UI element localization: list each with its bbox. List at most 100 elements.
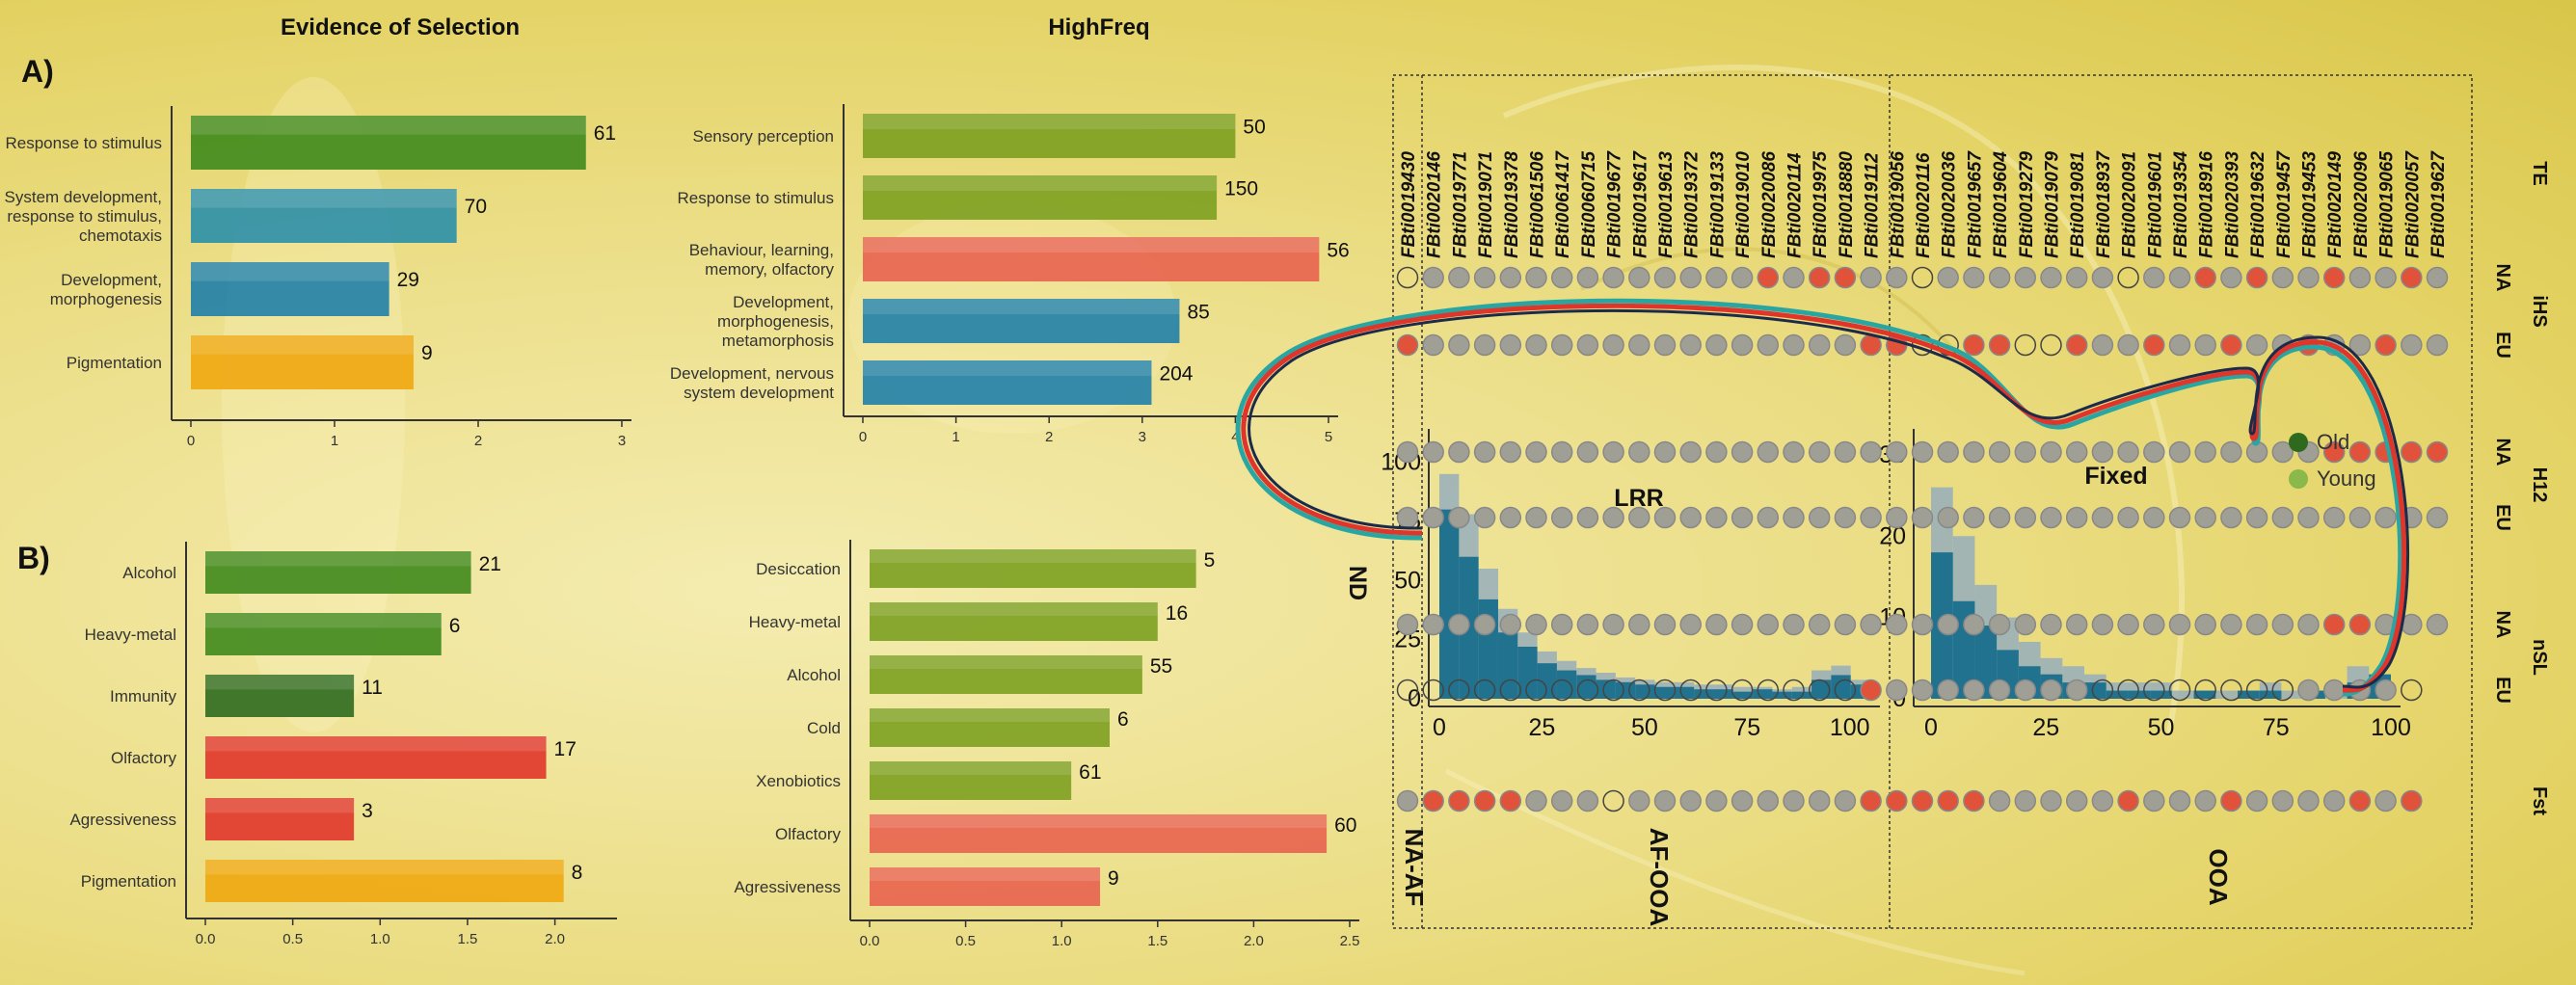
bar: [870, 708, 1110, 747]
te-name: FBti0019613: [1656, 151, 1677, 258]
bar-value-label: 3: [362, 800, 373, 822]
hist-bar-old: [1596, 679, 1616, 699]
te-name: FBti0019771: [1450, 151, 1470, 258]
dot-cell: [1679, 789, 1702, 812]
dot-cell: [2040, 506, 2062, 529]
dot-cell: [2040, 440, 2062, 464]
x-tick-label: 0.0: [196, 931, 216, 947]
x-tick-label: 5: [1325, 429, 1332, 445]
dot-cell: [2117, 789, 2139, 812]
category-label: memory, olfactory: [705, 260, 834, 279]
dot-cell: [1448, 333, 1470, 357]
dot-cell: [2426, 333, 2449, 357]
dot-cell: [1886, 440, 1908, 464]
dot-cell: [1783, 440, 1805, 464]
te-name-list: FBti0019430 FBti0020146 FBti0019771 FBti001…: [1399, 150, 2449, 258]
dot-cell: [1757, 440, 1780, 464]
dot-cell: [1473, 506, 1496, 529]
hist-x-tick: 75: [2263, 714, 2290, 741]
te-name: FBti0020057: [2402, 150, 2423, 258]
hist-y-tick: 50: [1394, 567, 1421, 594]
te-header: TE: [2529, 161, 2550, 186]
dot-cell: [1653, 613, 1677, 636]
dot-cell: [1422, 333, 1444, 357]
dot-cell: [2348, 789, 2372, 812]
dot-cell: [1808, 613, 1831, 636]
hist-x-tick: 25: [1529, 714, 1556, 741]
dot-cell: [2220, 266, 2242, 289]
dot-cell: [1808, 679, 1831, 702]
dot-cell: [1448, 440, 1470, 464]
category-label: System development,: [5, 188, 162, 206]
dot-cell: [1679, 266, 1702, 289]
x-tick-label: 0.5: [955, 933, 976, 949]
dot-cell: [1499, 266, 1522, 289]
legend-young-label: Young: [2317, 466, 2376, 491]
hist-x-tick: 50: [2148, 714, 2175, 741]
bar: [870, 655, 1142, 694]
dot-cell: [2220, 679, 2242, 702]
stat-group-label: iHS: [2529, 295, 2550, 327]
dot-cell: [1628, 266, 1650, 289]
dot-cell: [1757, 613, 1780, 636]
bar-chart-A-selection: 0 1 2 3 61 Response to stimulus 70 System devel…: [5, 106, 631, 449]
hist-bar-old: [2128, 690, 2151, 699]
x-tick-label: 3: [1139, 429, 1146, 445]
dot-cell: [1731, 679, 1754, 702]
bar-chart-A-highfreq: 0 1 2 3 4 5 50 Sensory perception 150 Response to…: [670, 104, 1350, 445]
hist-bar-old: [1694, 689, 1714, 699]
hist-bar-old: [2259, 690, 2282, 699]
category-label: Alcohol: [122, 564, 176, 582]
bar: [870, 867, 1101, 906]
dot-cell: [1783, 679, 1805, 702]
bar-value-label: 21: [479, 553, 501, 575]
bar: [191, 116, 586, 170]
dot-cell: [1783, 266, 1805, 289]
dot-cell: [1963, 333, 1985, 357]
hist-x-tick: 50: [1631, 714, 1658, 741]
dot-cell: [1937, 440, 1959, 464]
dot-cell: [1653, 506, 1677, 529]
dot-cell: [1731, 333, 1754, 357]
te-name: FBti0019657: [1965, 150, 1985, 258]
dot-cell: [1963, 506, 1985, 529]
dot-cell: [2375, 789, 2397, 812]
te-name: FBti0018937: [2094, 150, 2114, 258]
dot-row: [1396, 506, 2449, 529]
dot-cell: [1963, 440, 1985, 464]
dot-cell: [1422, 266, 1444, 289]
dot-cell: [1473, 679, 1496, 702]
dot-cell: [1628, 333, 1650, 357]
dot-cell: [1499, 789, 1522, 812]
bar-value-label: 9: [1108, 867, 1119, 890]
dot-cell: [1473, 789, 1496, 812]
bar-value-label: 204: [1159, 363, 1193, 386]
dot-cell: [1396, 266, 1419, 289]
dot-cell: [1731, 440, 1754, 464]
header-evidence-of-selection: Evidence of Selection: [281, 14, 520, 40]
te-name: FBti0019279: [2017, 151, 2037, 258]
dot-cell: [2245, 679, 2268, 702]
te-name: FBti0019453: [2300, 151, 2321, 258]
dot-cell: [1396, 679, 1419, 702]
dot-cell: [1525, 440, 1547, 464]
header-highfreq: HighFreq: [1048, 14, 1149, 40]
dot-cell: [2091, 789, 2114, 812]
te-name: FBti0020393: [2222, 151, 2242, 258]
te-name: FBti0019354: [2171, 151, 2191, 258]
te-name: FBti0019079: [2043, 151, 2063, 258]
bar-value-label: 55: [1150, 655, 1172, 678]
te-name: FBti0020146: [1425, 151, 1445, 258]
dot-cell: [2143, 679, 2165, 702]
category-label: response to stimulus,: [7, 207, 162, 226]
category-label: Response to stimulus: [5, 134, 162, 152]
hist-bar-young: [2171, 690, 2194, 699]
dot-cell: [2348, 506, 2372, 529]
dot-cell: [1602, 506, 1624, 529]
dot-cell: [2014, 789, 2037, 812]
te-name: FBti0018880: [1837, 151, 1857, 258]
bar-value-label: 17: [554, 738, 577, 760]
dot-cell: [2143, 440, 2165, 464]
bar-value-label: 85: [1187, 302, 1209, 324]
hist-bar-old: [1753, 689, 1773, 699]
